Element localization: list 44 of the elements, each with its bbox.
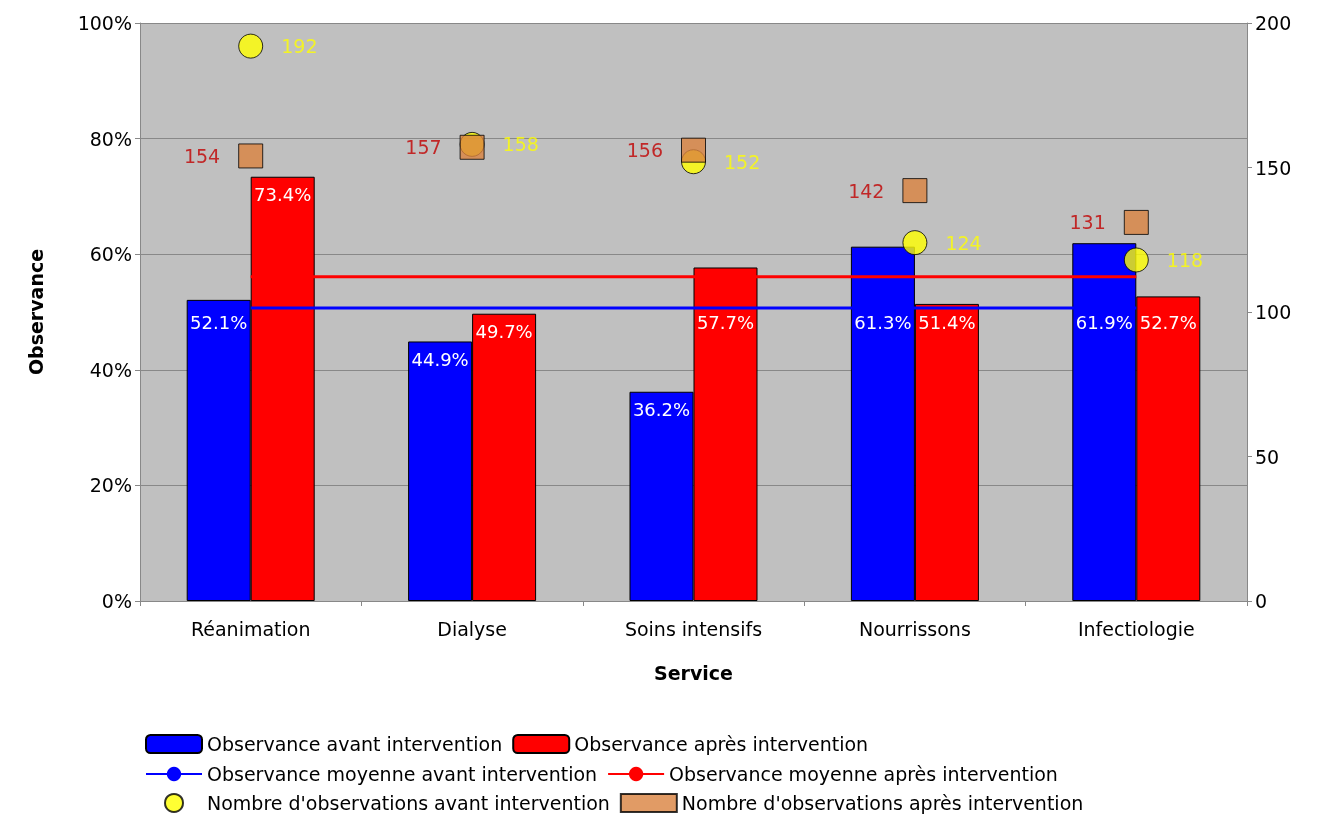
legend-label: Nombre d'observations après intervention — [681, 792, 1084, 814]
data-label: 61.3% — [854, 312, 912, 334]
data-label: 156 — [626, 139, 663, 162]
data-label: 44.9% — [411, 348, 469, 370]
data-label: 118 — [1166, 248, 1204, 271]
y2-tick-label: 200 — [1255, 12, 1292, 34]
data-label: 157 — [405, 136, 442, 159]
legend-label: Observance moyenne après intervention — [669, 763, 1058, 785]
legend-label: Observance avant intervention — [207, 733, 503, 755]
x-tick-label: Infectiologie — [1077, 617, 1195, 640]
x-tick-label: Soins intensifs — [624, 617, 763, 640]
x-tick-label: Réanimation — [190, 617, 311, 640]
y-tick-label: 100% — [77, 12, 132, 34]
data-label: 51.4% — [918, 312, 976, 334]
y2-tick-label: 100 — [1255, 301, 1292, 323]
x-tick-label: Dialyse — [437, 617, 507, 640]
data-label: 73.4% — [254, 184, 312, 206]
data-label: 49.7% — [475, 321, 533, 343]
y-tick-label: 0% — [101, 590, 132, 612]
data-label: 52.7% — [1139, 312, 1197, 334]
y2-tick-label: 150 — [1255, 156, 1292, 179]
data-label: 158 — [502, 133, 539, 156]
legend-label: Observance moyenne avant intervention — [207, 763, 598, 785]
legend-label: Observance après intervention — [574, 733, 869, 755]
y-axis-title: Observance — [24, 248, 47, 376]
data-label: 152 — [724, 150, 761, 173]
y-tick-label: 60% — [89, 243, 132, 266]
data-label: 61.9% — [1075, 312, 1133, 334]
data-label: 142 — [848, 179, 885, 202]
y2-tick-label: 50 — [1255, 445, 1280, 468]
x-tick-label: Nourrissons — [858, 617, 971, 640]
x-axis-title: Service — [654, 661, 733, 684]
data-label: 36.2% — [632, 399, 691, 421]
data-label: 192 — [281, 35, 318, 58]
data-label: 154 — [183, 144, 221, 167]
y-tick-label: 40% — [89, 358, 132, 381]
legend-label: Nombre d'observations avant intervention — [207, 792, 610, 814]
data-label: 124 — [945, 231, 982, 254]
data-label: 52.1% — [190, 312, 248, 334]
data-label: 131 — [1069, 211, 1106, 234]
y-tick-label: 20% — [89, 474, 132, 497]
data-label: 57.7% — [696, 312, 755, 334]
y2-tick-label: 0 — [1255, 590, 1268, 612]
y-tick-label: 80% — [89, 127, 132, 150]
